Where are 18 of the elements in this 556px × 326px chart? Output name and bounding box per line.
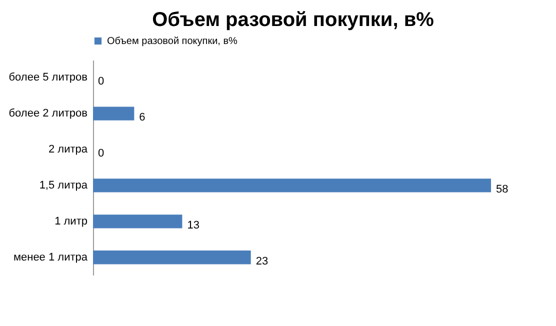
- data-label: 0: [98, 76, 104, 88]
- data-label: 13: [187, 219, 200, 232]
- y-tick-label: более 2 литров: [8, 108, 88, 120]
- bar: [93, 106, 134, 120]
- y-tick-label: 1 литр: [54, 215, 88, 228]
- legend-label: Объем разовой покупки, в%: [107, 36, 238, 47]
- bar: [93, 178, 492, 192]
- data-label: 58: [496, 183, 508, 196]
- y-tick-label: более 5 литров: [8, 72, 88, 84]
- data-label: 6: [139, 112, 146, 124]
- chart-title: Объем разовой покупки, в%: [152, 9, 434, 31]
- data-label: 23: [256, 255, 268, 268]
- y-tick-label: 2 литра: [48, 144, 88, 156]
- y-tick-label: менее 1 литра: [13, 251, 88, 264]
- bar: [93, 214, 182, 228]
- bar: [93, 250, 251, 264]
- y-tick-label: 1,5 литра: [39, 179, 88, 192]
- data-label: 0: [98, 148, 104, 160]
